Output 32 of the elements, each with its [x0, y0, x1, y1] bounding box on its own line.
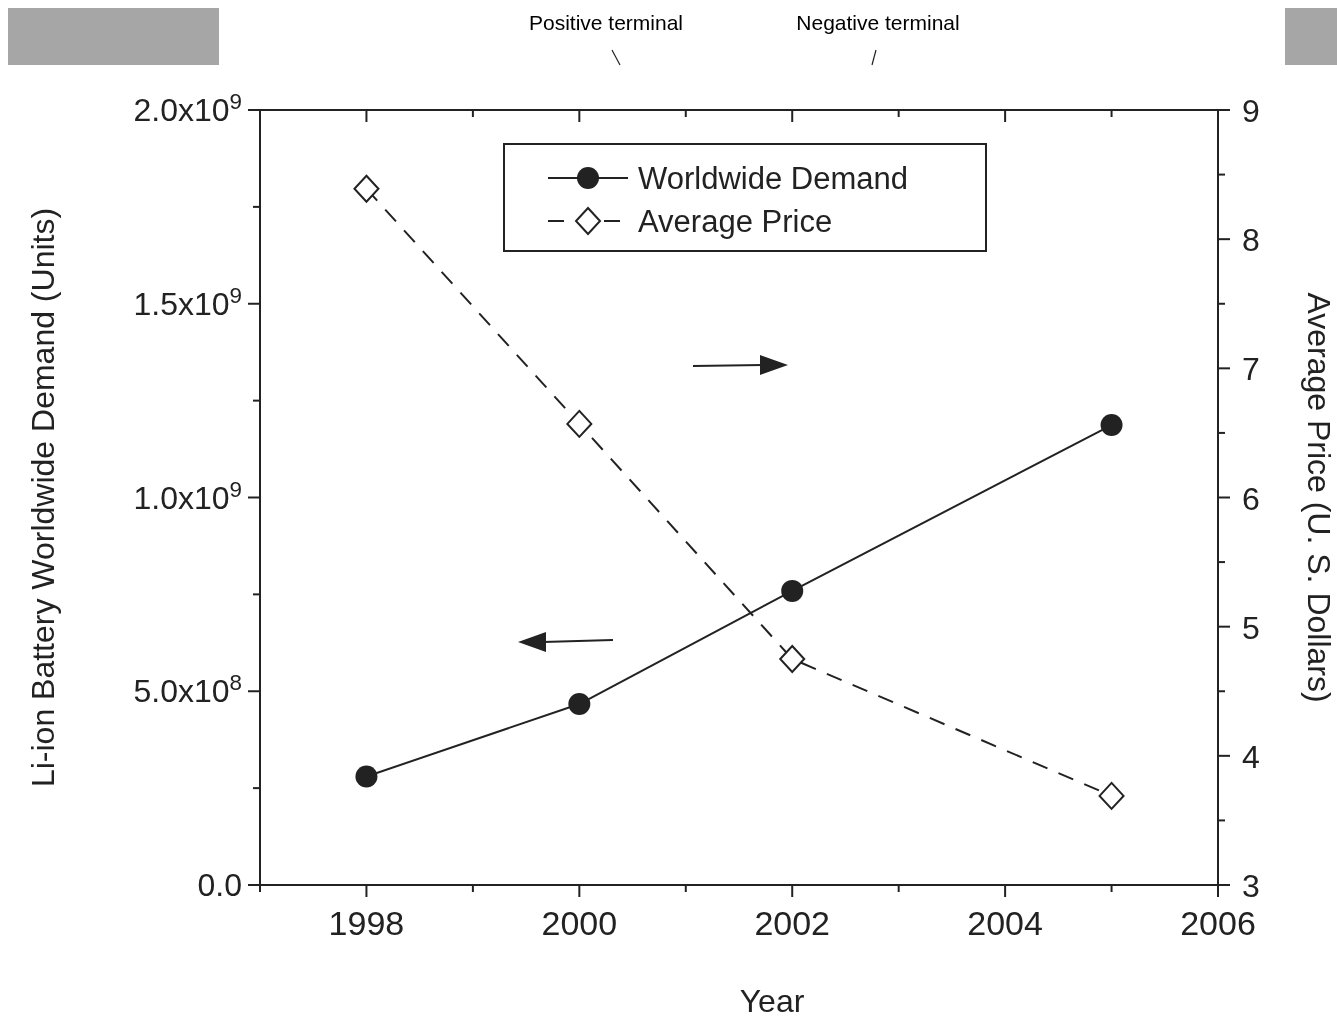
y2-axis-title: Average Price (U. S. Dollars)	[1301, 292, 1337, 703]
legend-label: Worldwide Demand	[638, 161, 908, 196]
y2-tick-label: 5	[1242, 609, 1260, 646]
point	[568, 693, 591, 716]
y-tick-label: 5.0x10$^{8}$	[133, 669, 242, 710]
point	[781, 579, 804, 602]
y2-tick-label: 3	[1242, 868, 1260, 904]
text: Positive terminal	[528, 11, 684, 34]
point	[353, 174, 380, 203]
x-tick-label: 2004	[967, 904, 1043, 942]
y2-tick-label: 9	[1242, 93, 1260, 129]
text: Negative terminal	[796, 11, 960, 34]
y2-tick-label: 4	[1242, 738, 1260, 775]
x-axis-title: Year	[739, 983, 805, 1019]
x-tick-label: 2000	[541, 904, 618, 942]
x-tick-label: 1998	[328, 904, 405, 942]
y2-tick-label: 7	[1242, 351, 1260, 388]
y-tick-label: 2.0x10$^{9}$	[133, 88, 242, 128]
y2-tick-label: 6	[1242, 480, 1260, 517]
y-tick-label: 1.5x10$^{9}$	[133, 282, 242, 322]
legend-label: Average Price	[638, 204, 833, 239]
y-axis-title: Li-ion Battery Worldwide Demand (Units)	[25, 207, 61, 788]
x-tick-label: 2006	[1180, 904, 1256, 942]
point	[1100, 414, 1123, 437]
point	[355, 765, 378, 788]
point	[1098, 781, 1125, 810]
point	[779, 644, 806, 673]
y-tick-label: 1.0x10$^{9}$	[133, 476, 242, 516]
y2-tick-label: 8	[1242, 222, 1260, 259]
x-tick-label: 2002	[754, 904, 831, 942]
point	[566, 409, 593, 438]
y-tick-label: 0.0	[197, 867, 242, 903]
